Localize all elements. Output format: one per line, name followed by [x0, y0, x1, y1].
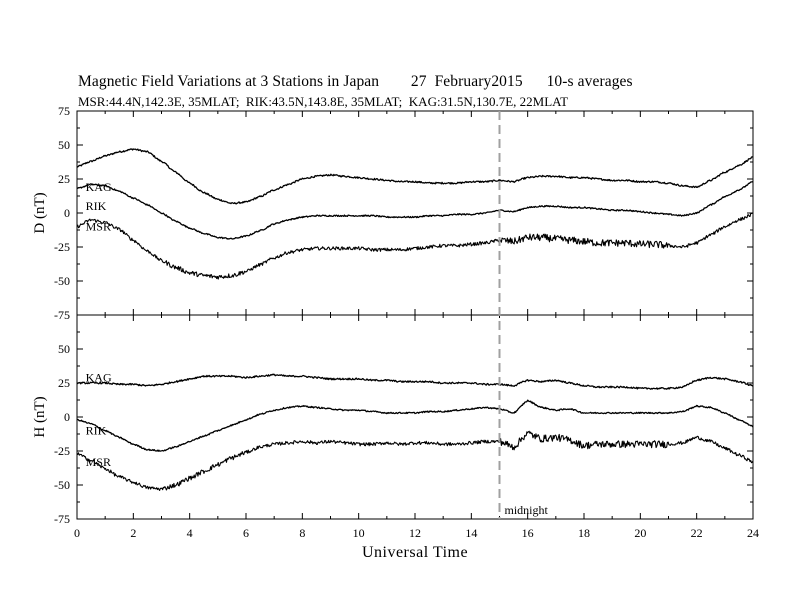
x-tick-label: 2	[130, 526, 136, 540]
x-tick-label: 4	[187, 526, 193, 540]
x-tick-label: 18	[578, 526, 590, 540]
series-label-rik: RIK	[86, 199, 107, 213]
x-tick-label: 12	[409, 526, 421, 540]
y-tick-label: -75	[54, 308, 70, 322]
series-line-kag	[76, 148, 754, 205]
y-tick-label: 50	[58, 342, 70, 356]
chart-subtitle: MSR:44.4N,142.3E, 35MLAT; RIK:43.5N,143.…	[78, 94, 569, 109]
series-line-msr	[76, 212, 754, 280]
x-tick-label: 8	[299, 526, 305, 540]
y-tick-label: -75	[54, 512, 70, 526]
x-tick-label: 0	[74, 526, 80, 540]
y-axis-label: H (nT)	[32, 396, 48, 437]
x-tick-label: 16	[522, 526, 534, 540]
series-label-msr: MSR	[86, 220, 111, 234]
y-tick-label: 0	[64, 410, 70, 424]
y-tick-label: 75	[58, 104, 70, 118]
y-tick-label: -50	[54, 478, 70, 492]
y-tick-label: 50	[58, 138, 70, 152]
x-tick-label: 14	[465, 526, 477, 540]
x-tick-label: 22	[691, 526, 703, 540]
series-label-kag: KAG	[86, 371, 112, 385]
x-axis-label: Universal Time	[362, 544, 468, 561]
x-tick-label: 24	[747, 526, 759, 540]
y-tick-label: -50	[54, 274, 70, 288]
series-label-kag: KAG	[86, 180, 112, 194]
midnight-marker-label: midnight	[505, 503, 549, 517]
series-line-msr	[76, 430, 754, 491]
plot-frame-bottom	[76, 314, 754, 520]
series-label-msr: MSR	[86, 455, 111, 469]
y-tick-label: 0	[64, 206, 70, 220]
y-tick-label: 25	[58, 172, 70, 186]
chart-title: Magnetic Field Variations at 3 Stations …	[78, 73, 633, 90]
panel-top: 75 50 25 0 -25 -50 -75 D (nT) KAG RIK MSR	[32, 104, 754, 322]
series-line-kag	[76, 373, 754, 390]
y-tick-label: -25	[54, 240, 70, 254]
x-tick-label: 10	[353, 526, 365, 540]
x-tick-label: 20	[634, 526, 646, 540]
series-line-rik	[76, 399, 754, 452]
y-tick-label: 25	[58, 376, 70, 390]
y-tick-label: -25	[54, 444, 70, 458]
y-axis-label: D (nT)	[32, 192, 48, 233]
series-line-rik	[76, 181, 754, 240]
series-label-rik: RIK	[86, 424, 107, 438]
x-tick-label: 6	[243, 526, 249, 540]
